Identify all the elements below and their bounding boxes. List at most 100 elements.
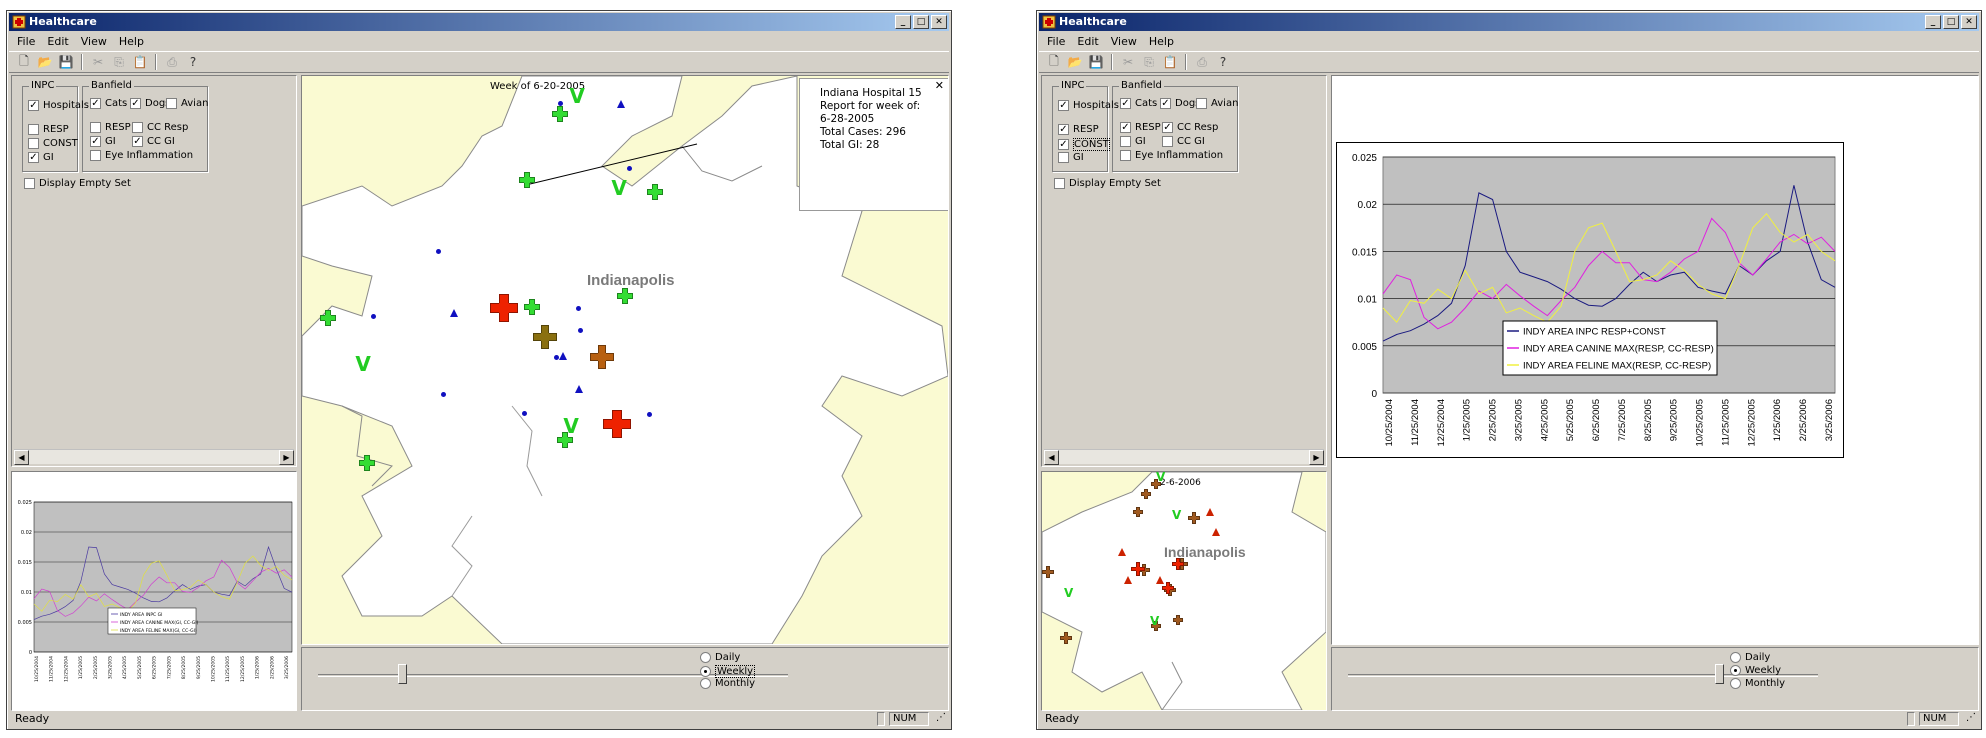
menu-edit[interactable]: Edit [47, 35, 69, 48]
case-dot-icon[interactable] [371, 314, 376, 319]
print-icon[interactable]: ⎙ [1197, 54, 1207, 69]
save-icon[interactable]: 💾 [1088, 55, 1104, 69]
animal-case-v-icon[interactable]: V [1150, 614, 1160, 628]
paste-icon[interactable]: 📋 [132, 55, 148, 69]
high-count-cross-icon[interactable] [1131, 562, 1145, 576]
time-series-chart[interactable]: 0.025 0.02 0.015 0.01 0.005 0 10/25/2004 11/25/… [1336, 142, 1844, 458]
mid-count-cross-icon[interactable] [533, 325, 557, 349]
maximize-button[interactable]: □ [1943, 15, 1959, 29]
scroll-left-icon[interactable]: ◀ [1044, 450, 1059, 465]
high-count-cross-icon[interactable] [603, 410, 631, 438]
open-icon[interactable]: 📂 [1067, 55, 1083, 69]
print-icon[interactable]: ⎙ [167, 54, 177, 69]
gi-checkbox[interactable]: ✓ GI [28, 152, 54, 163]
case-triangle-icon[interactable] [1212, 528, 1220, 536]
hospitals-checkbox[interactable]: ✓ Hospitals [1058, 100, 1120, 111]
cats-checkbox[interactable]: ✓ Cats [90, 98, 128, 109]
case-dot-icon[interactable] [554, 355, 559, 360]
b-resp-checkbox[interactable]: RESP [90, 122, 131, 133]
case-cross-icon[interactable] [1133, 507, 1143, 517]
daily-radio[interactable]: Daily [700, 652, 740, 663]
case-cross-icon[interactable] [1141, 489, 1151, 499]
cc-resp-checkbox[interactable]: ✓ CC Resp [1162, 122, 1219, 133]
scroll-right-icon[interactable]: ▶ [1309, 450, 1324, 465]
copy-icon[interactable]: ⎘ [1144, 54, 1154, 69]
high-count-cross-icon[interactable] [490, 294, 518, 322]
hospital-cross-icon[interactable] [320, 310, 336, 326]
case-triangle-icon[interactable] [575, 385, 583, 393]
menu-file[interactable]: File [17, 35, 36, 48]
case-dot-icon[interactable] [627, 166, 632, 171]
hospital-cross-icon[interactable] [617, 288, 633, 304]
animal-case-v-icon[interactable]: V [1156, 471, 1166, 484]
resize-grip-icon[interactable]: ⋰ [936, 712, 946, 723]
close-button[interactable]: ✕ [931, 15, 947, 29]
case-triangle-icon[interactable] [450, 309, 458, 317]
case-dot-icon[interactable] [647, 412, 652, 417]
map-pane[interactable]: Indianapolis Week of 6-20-2005 V V V V ✕ In… [301, 75, 949, 645]
animal-case-v-icon[interactable]: V [355, 352, 371, 376]
cc-gi-checkbox[interactable]: ✓ CC GI [132, 136, 175, 147]
save-icon[interactable]: 💾 [58, 55, 74, 69]
animal-case-v-icon[interactable]: V [1172, 508, 1182, 522]
scroll-left-icon[interactable]: ◀ [14, 450, 29, 465]
gi-checkbox[interactable]: GI [1058, 152, 1084, 163]
dogs-checkbox[interactable]: ✓ Dogs [130, 98, 171, 109]
hospital-cross-icon[interactable] [552, 106, 568, 122]
time-slider-track[interactable] [1348, 674, 1818, 677]
resp-checkbox[interactable]: ✓ RESP [1058, 124, 1099, 135]
case-triangle-icon[interactable] [559, 352, 567, 360]
case-cross-icon[interactable] [1173, 615, 1183, 625]
cats-checkbox[interactable]: ✓ Cats [1120, 98, 1158, 109]
copy-icon[interactable]: ⎘ [114, 54, 124, 69]
case-cross-icon[interactable] [1188, 512, 1200, 524]
const-checkbox[interactable]: ✓ CONST [1058, 138, 1110, 151]
monthly-radio[interactable]: Monthly [700, 678, 755, 689]
menu-help[interactable]: Help [118, 35, 144, 48]
hospital-cross-icon[interactable] [524, 299, 540, 315]
eye-inflammation-checkbox[interactable]: Eye Inflammation [1120, 150, 1223, 161]
animal-case-v-icon[interactable]: V [569, 84, 585, 108]
menu-view[interactable]: View [80, 35, 107, 48]
horizontal-scrollbar[interactable]: ◀ ▶ [1044, 449, 1324, 465]
hospital-cross-icon[interactable] [519, 172, 535, 188]
case-cross-icon[interactable] [1151, 479, 1161, 489]
help-icon[interactable]: ? [189, 55, 197, 69]
time-slider-thumb[interactable] [397, 664, 407, 684]
animal-case-v-icon[interactable]: V [611, 176, 627, 200]
mini-chart-pane[interactable]: 0.025 0.02 0.015 0.01 0.005 0 INDY AREA INPC … [11, 471, 297, 711]
help-icon[interactable]: ? [1219, 55, 1227, 69]
menu-view[interactable]: View [1110, 35, 1137, 48]
weekly-radio[interactable]: Weekly [1730, 665, 1781, 676]
open-icon[interactable]: 📂 [37, 55, 53, 69]
case-dot-icon[interactable] [441, 392, 446, 397]
dogs-checkbox[interactable]: ✓ Dogs [1160, 98, 1201, 109]
animal-case-v-icon[interactable]: V [563, 414, 579, 438]
case-dot-icon[interactable] [558, 101, 563, 106]
title-bar[interactable]: Healthcare _ □ ✕ [9, 13, 949, 31]
b-gi-checkbox[interactable]: GI [1120, 136, 1146, 147]
time-slider-track[interactable] [318, 674, 788, 677]
resp-checkbox[interactable]: RESP [28, 124, 69, 135]
animal-case-v-icon[interactable]: V [1064, 586, 1074, 600]
case-triangle-icon[interactable] [1124, 576, 1132, 584]
time-slider-thumb[interactable] [1714, 664, 1724, 684]
case-dot-icon[interactable] [522, 411, 527, 416]
new-icon[interactable]: 🗋 [19, 53, 29, 68]
cut-icon[interactable]: ✂ [92, 55, 104, 69]
display-empty-set-checkbox[interactable]: Display Empty Set [24, 178, 131, 189]
cut-icon[interactable]: ✂ [1122, 55, 1134, 69]
mini-map[interactable] [1042, 472, 1326, 710]
display-empty-set-checkbox[interactable]: Display Empty Set [1054, 178, 1161, 189]
monthly-radio[interactable]: Monthly [1730, 678, 1785, 689]
case-dot-icon[interactable] [436, 249, 441, 254]
minimize-button[interactable]: _ [1925, 15, 1941, 29]
close-icon[interactable]: ✕ [934, 79, 944, 92]
case-dot-icon[interactable] [576, 306, 581, 311]
case-triangle-icon[interactable] [1206, 508, 1214, 516]
case-triangle-icon[interactable] [1156, 576, 1164, 584]
weekly-radio[interactable]: Weekly [700, 665, 756, 678]
high-count-cross-icon[interactable] [1162, 582, 1174, 594]
scroll-right-icon[interactable]: ▶ [279, 450, 294, 465]
eye-inflammation-checkbox[interactable]: Eye Inflammation [90, 150, 193, 161]
